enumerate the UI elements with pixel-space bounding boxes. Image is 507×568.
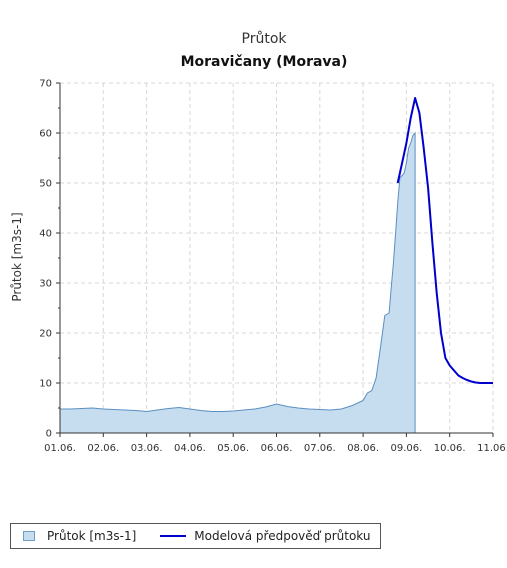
x-tick-label: 06.06. bbox=[261, 443, 293, 454]
x-tick-label: 02.06. bbox=[87, 443, 119, 454]
x-tick-label: 01.06. bbox=[44, 443, 76, 454]
y-tick-label: 30 bbox=[39, 279, 52, 290]
x-tick-label: 05.06. bbox=[217, 443, 249, 454]
legend-label-observed: Průtok [m3s-1] bbox=[47, 529, 137, 543]
y-tick-label: 20 bbox=[39, 329, 52, 340]
x-tick-label: 10.06. bbox=[434, 443, 466, 454]
axes bbox=[56, 82, 494, 437]
series-forecast-line bbox=[396, 97, 493, 384]
y-axis-label: Průtok [m3s-1] bbox=[10, 212, 24, 301]
series-observed-line bbox=[60, 131, 416, 433]
y-tick-label: 70 bbox=[39, 79, 52, 90]
tick-labels: 0 10 20 30 40 50 60 70 01.06. 02.06. 03.06. 04.06. 0… bbox=[39, 79, 507, 455]
y-tick-label: 60 bbox=[39, 129, 52, 140]
plot-series bbox=[60, 97, 493, 433]
legend: Průtok [m3s-1] Modelová předpověď průtok… bbox=[10, 523, 382, 549]
legend-label-forecast: Modelová předpověď průtoku bbox=[194, 529, 371, 543]
x-tick-label: 08.06. bbox=[347, 443, 379, 454]
chart-title: Průtok bbox=[242, 31, 288, 47]
x-tick-label: 11.06. bbox=[477, 443, 507, 454]
x-tick-label: 09.06. bbox=[390, 443, 422, 454]
legend-swatch-line bbox=[160, 535, 187, 537]
y-tick-label: 50 bbox=[39, 179, 52, 190]
x-tick-label: 04.06. bbox=[174, 443, 206, 454]
y-tick-label: 10 bbox=[39, 379, 52, 390]
y-tick-label: 0 bbox=[46, 429, 52, 440]
legend-swatch-area bbox=[23, 531, 35, 541]
x-tick-label: 07.06. bbox=[304, 443, 336, 454]
chart-subtitle: Moravičany (Morava) bbox=[181, 54, 348, 70]
legend-item-observed: Průtok [m3s-1] bbox=[23, 529, 136, 543]
y-tick-label: 40 bbox=[39, 229, 52, 240]
legend-item-forecast: Modelová předpověď průtoku bbox=[160, 529, 370, 543]
grid bbox=[60, 82, 494, 433]
series-observed-area bbox=[60, 133, 416, 433]
x-tick-label: 03.06. bbox=[131, 443, 163, 454]
